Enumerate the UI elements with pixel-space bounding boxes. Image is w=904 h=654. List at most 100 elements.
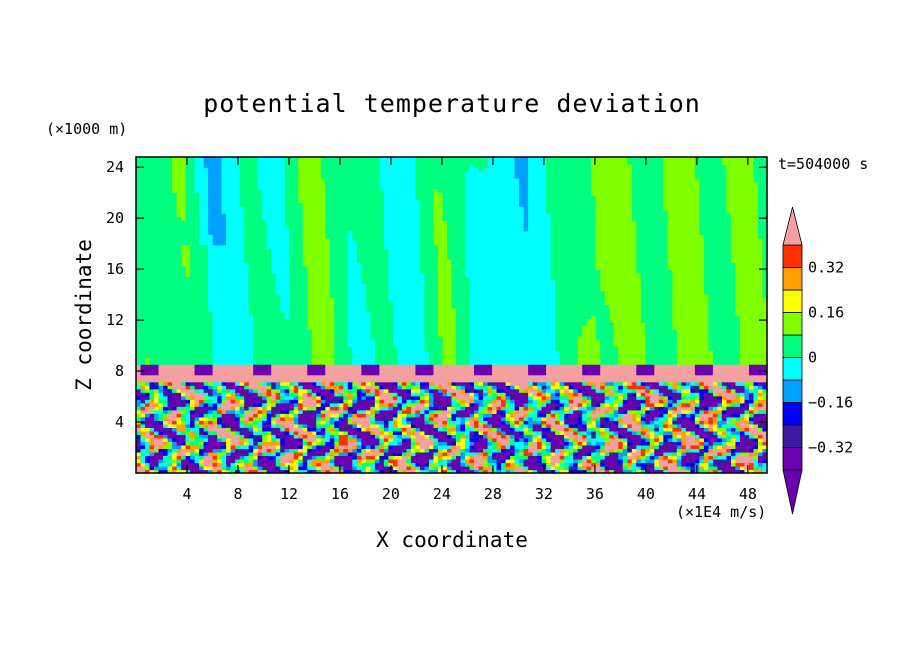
field-cell [208,279,214,284]
field-cell [298,332,304,337]
field-cell [136,430,142,435]
field-cell [289,388,295,393]
field-cell [253,209,259,214]
field-cell [329,465,335,471]
field-cell [140,423,146,428]
field-cell [338,430,344,435]
field-cell [145,216,151,221]
field-cell [217,427,223,432]
field-cell [365,388,371,393]
field-cell [361,304,367,309]
field-cell [149,374,155,379]
field-cell [167,199,173,204]
field-cell [266,441,272,446]
field-cell [334,315,340,320]
field-cell [190,437,196,442]
field-cell [221,332,227,337]
field-cell [370,157,376,162]
field-cell [217,167,223,172]
field-cell [311,279,317,284]
field-cell [280,241,286,246]
field-cell [167,286,173,292]
field-cell [248,350,254,355]
field-cell [145,293,151,299]
field-cell [145,346,151,351]
field-cell [379,157,385,162]
field-cell [370,465,376,471]
field-cell [203,213,209,218]
field-cell [158,272,164,277]
field-cell [239,237,245,242]
field-cell [271,409,277,414]
field-cell [199,300,205,306]
field-cell [194,188,200,193]
field-cell [338,290,344,295]
field-cell [230,258,236,263]
field-cell [194,367,200,372]
field-cell [338,350,344,355]
field-cell [145,357,151,362]
field-cell [230,325,236,330]
field-cell [365,332,371,337]
field-cell [167,364,173,369]
field-cell [194,444,200,450]
field-cell [136,441,142,446]
field-cell [280,195,286,200]
field-cell [190,199,196,204]
field-cell [343,269,349,274]
field-cell [244,357,250,362]
field-cell [176,395,182,400]
field-cell [365,164,371,169]
field-cell [365,290,371,295]
field-cell [208,437,214,442]
field-cell [140,174,146,179]
field-cell [203,353,209,358]
field-cell [334,332,340,337]
field-cell [203,448,209,453]
field-cell [284,343,290,348]
field-cell [226,206,232,211]
field-cell [190,448,196,453]
field-cell [365,360,371,365]
field-cell [316,272,322,277]
field-cell [379,293,385,299]
field-cell [365,423,371,428]
field-cell [199,395,205,400]
field-cell [244,315,250,320]
field-cell [356,216,362,221]
field-cell [298,209,304,214]
field-cell [248,434,254,439]
field-cell [212,230,218,235]
field-cell [140,444,146,450]
field-cell [136,174,142,179]
field-cell [379,213,385,218]
field-cell [140,413,146,418]
field-cell [307,364,313,369]
field-cell [158,185,164,190]
field-cell [239,283,245,288]
field-cell [145,251,151,256]
field-cell [244,290,250,295]
field-cell [163,304,169,309]
field-cell [266,409,272,414]
field-cell [181,185,187,190]
field-cell [235,234,241,239]
field-cell [136,160,142,165]
field-cell [352,336,358,341]
field-cell [140,157,146,162]
field-cell [343,444,349,450]
field-cell [262,420,268,425]
field-cell [154,388,160,393]
field-cell [208,434,214,439]
field-cell [338,385,344,390]
field-cell [334,290,340,295]
field-cell [379,167,385,172]
field-cell [158,444,164,450]
field-cell [235,279,241,284]
field-cell [266,413,272,418]
field-cell [262,364,268,369]
field-cell [271,157,277,162]
field-cell [325,346,331,351]
field-cell [154,255,160,260]
field-cell [257,409,263,414]
